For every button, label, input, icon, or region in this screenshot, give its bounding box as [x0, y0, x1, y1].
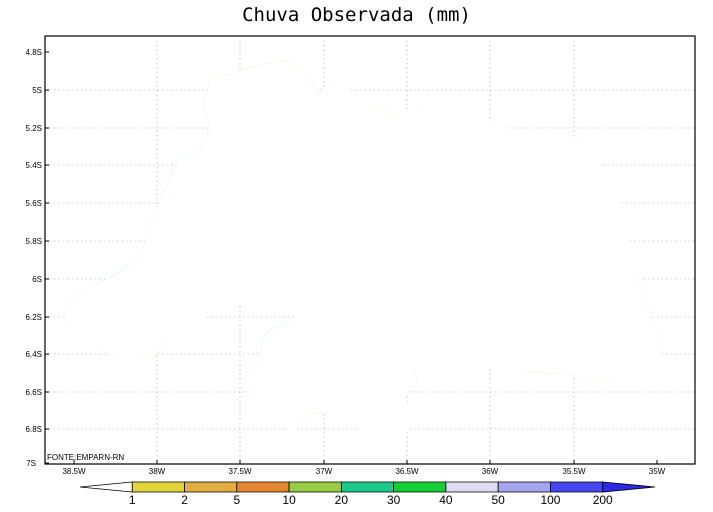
colorbar-swatch: [79, 481, 133, 493]
colorbar-label: 20: [335, 493, 349, 507]
colorbar-label: 50: [492, 493, 506, 507]
colorbar-swatch: [131, 481, 185, 493]
y-axis: 4.8S 5S 5.2S 5.4S 5.6S 5.8S 6S 6.2S 6.4S…: [26, 48, 49, 468]
y-tick-label: 6.2S: [26, 313, 42, 322]
y-tick-label: 5.6S: [26, 199, 42, 208]
colorbar-label: 30: [387, 493, 401, 507]
x-tick-label: 35.5W: [562, 467, 586, 476]
y-tick-label: 4.8S: [26, 48, 42, 57]
y-tick-label: 5.2S: [26, 124, 42, 133]
x-tick-label: 38W: [149, 467, 166, 476]
y-tick-label: 7S: [26, 459, 36, 468]
x-tick-label: 36W: [482, 467, 499, 476]
y-tick-label: 5.8S: [26, 237, 42, 246]
colorbar-swatch: [445, 481, 499, 493]
x-tick-label: 37W: [316, 467, 333, 476]
colorbar: 1 2 5 10 20 30 40 50 100 200: [79, 481, 656, 507]
colorbar-label: 100: [540, 493, 560, 507]
source-label: FONTE:EMPARN-RN: [47, 453, 124, 462]
colorbar-swatch: [288, 481, 342, 493]
y-tick-label: 6.6S: [26, 388, 42, 397]
colorbar-label: 40: [439, 493, 453, 507]
x-axis: 38.5W 38W 37.5W 37W 36.5W 36W 35.5W 35W: [62, 460, 666, 476]
colorbar-swatch: [184, 481, 238, 493]
colorbar-swatch: [497, 481, 551, 493]
colorbar-swatch: [550, 481, 604, 493]
x-tick-label: 36.5W: [395, 467, 419, 476]
y-tick-label: 5S: [32, 86, 42, 95]
colorbar-label: 200: [593, 493, 613, 507]
colorbar-swatch: [340, 481, 395, 493]
map-title: Chuva Observada (mm): [242, 4, 471, 26]
colorbar-label: 5: [233, 493, 240, 507]
colorbar-label: 1: [129, 493, 136, 507]
colorbar-label: 2: [181, 493, 188, 507]
y-tick-label: 6.8S: [26, 425, 42, 434]
y-tick-label: 6S: [32, 275, 42, 284]
y-tick-label: 5.4S: [26, 161, 42, 170]
x-tick-label: 37.5W: [228, 467, 252, 476]
colorbar-swatch: [393, 481, 447, 493]
x-tick-label: 35W: [649, 467, 666, 476]
x-tick-label: 38.5W: [62, 467, 86, 476]
y-tick-label: 6.4S: [26, 350, 42, 359]
colorbar-swatch: [236, 481, 290, 493]
colorbar-label: 10: [282, 493, 296, 507]
colorbar-swatch: [602, 481, 656, 493]
